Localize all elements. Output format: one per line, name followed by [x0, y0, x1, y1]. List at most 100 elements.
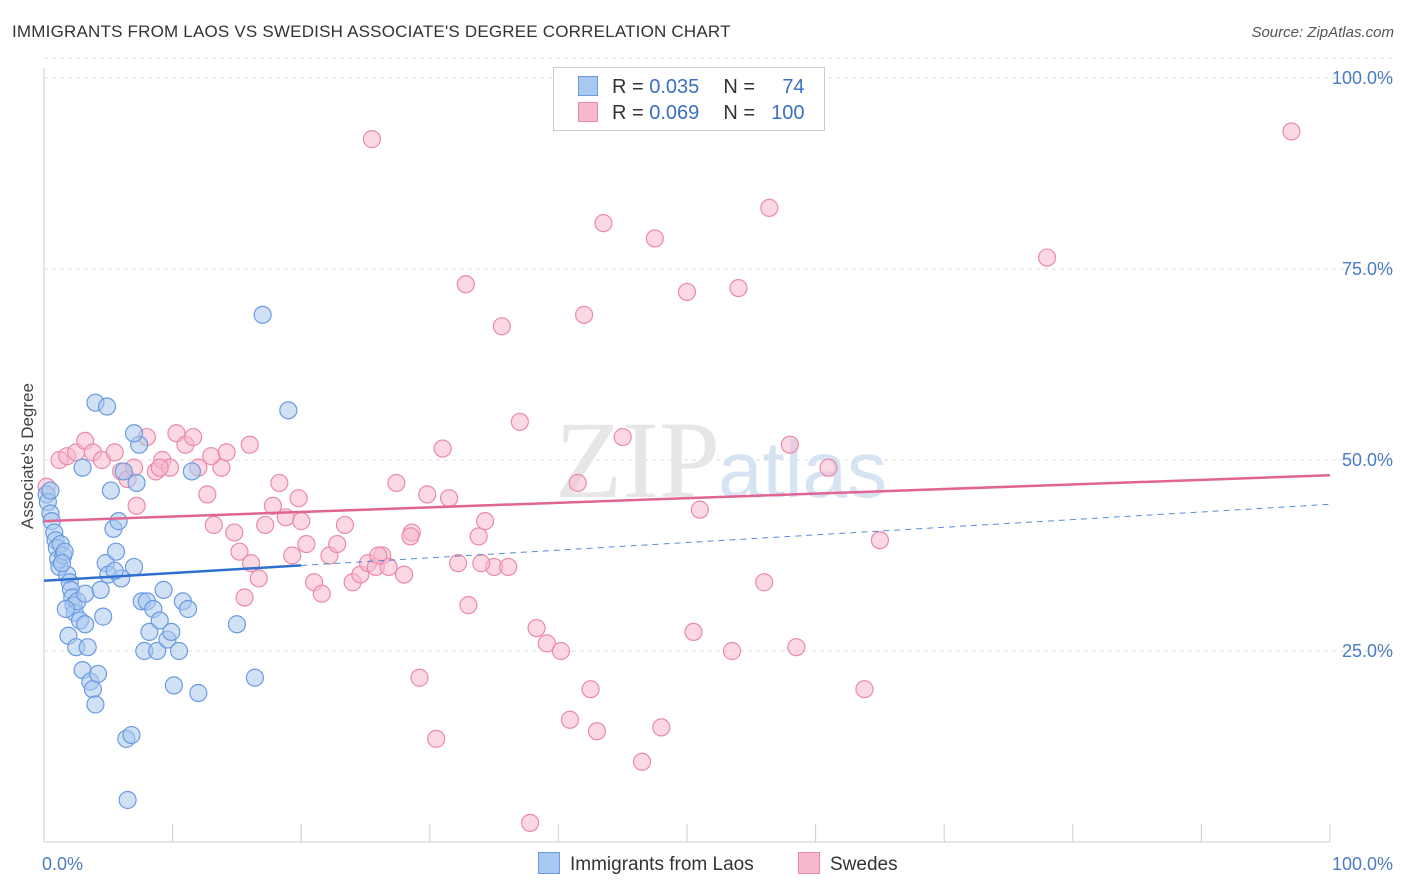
x-tick-label: 100.0%	[1332, 854, 1393, 874]
axes	[43, 68, 1331, 843]
point-laos	[178, 599, 198, 619]
bottom-legend-swatch-swedes	[798, 852, 820, 874]
trend-laos	[43, 564, 302, 582]
y-tick-label: 50.0%	[1342, 450, 1393, 470]
point-swedes	[410, 668, 429, 687]
point-laos	[88, 664, 108, 684]
point-swedes	[677, 282, 697, 302]
point-laos	[164, 676, 183, 695]
point-laos	[150, 611, 169, 630]
y-tick-label: 75.0%	[1342, 259, 1393, 279]
point-swedes	[684, 622, 703, 642]
point-swedes	[362, 130, 382, 149]
point-laos	[41, 481, 60, 500]
point-swedes	[819, 458, 838, 477]
legend-swatch-swedes	[578, 102, 598, 122]
point-laos	[189, 683, 208, 703]
source-label: Source: ZipAtlas.com	[1251, 24, 1394, 41]
point-swedes	[235, 588, 254, 607]
point-swedes	[270, 473, 289, 493]
tick-labels: 100.0% 75.0% 50.0% 25.0% 0.0% 100.0%	[42, 68, 1393, 874]
point-laos	[83, 680, 102, 699]
point-laos	[106, 542, 126, 561]
point-laos	[114, 462, 133, 481]
point-laos	[169, 641, 189, 661]
point-laos	[122, 725, 141, 745]
point-swedes	[202, 447, 221, 466]
point-swedes	[632, 752, 652, 771]
point-swedes	[492, 317, 511, 336]
point-swedes	[369, 546, 388, 565]
point-swedes	[418, 485, 437, 504]
point-swedes	[184, 427, 203, 447]
point-swedes	[1282, 122, 1301, 141]
point-swedes	[335, 515, 355, 535]
point-swedes	[510, 412, 529, 431]
point-laos	[94, 607, 113, 626]
legend-n-value: 74	[782, 76, 805, 98]
trend-laos-extension	[301, 503, 1331, 566]
point-swedes	[256, 515, 275, 535]
point-laos	[140, 622, 159, 642]
point-swedes	[283, 546, 302, 565]
point-swedes	[760, 198, 779, 217]
point-swedes	[787, 638, 806, 657]
point-swedes	[613, 427, 632, 447]
point-laos	[52, 554, 72, 573]
point-swedes	[722, 641, 742, 661]
point-swedes	[150, 458, 169, 477]
point-swedes	[575, 305, 594, 324]
bottom-legend-swedes: Swedes	[798, 852, 898, 876]
point-swedes	[499, 557, 518, 577]
trend-lines	[43, 474, 1331, 582]
point-swedes	[127, 496, 146, 515]
y-tick-label: 100.0%	[1332, 68, 1393, 88]
point-laos	[148, 641, 167, 661]
point-swedes	[755, 573, 774, 592]
point-laos	[76, 615, 95, 634]
x-tick-label: 0.0%	[42, 854, 83, 874]
point-swedes	[729, 279, 748, 298]
point-swedes	[587, 722, 607, 741]
legend-row-laos: R = 0.035 N = 74	[578, 76, 805, 102]
point-swedes	[427, 729, 446, 748]
point-swedes	[870, 531, 890, 550]
point-laos	[101, 481, 120, 500]
point-swedes	[855, 680, 874, 699]
point-swedes	[263, 496, 283, 515]
point-swedes	[521, 813, 540, 833]
point-laos	[124, 424, 144, 443]
point-swedes	[527, 618, 546, 638]
point-swedes	[105, 443, 124, 462]
point-laos	[253, 305, 272, 324]
point-swedes	[249, 569, 268, 588]
legend-r-label: R =	[612, 76, 650, 98]
point-laos	[86, 695, 105, 714]
legend-row-swedes: R = 0.069 N = 100	[578, 102, 805, 128]
correlation-legend: R = 0.035 N = 74 R = 0.069 N = 100	[553, 67, 825, 131]
bottom-legend-laos: Immigrants from Laos	[538, 852, 754, 876]
bottom-legend-swatch-laos	[538, 852, 560, 874]
point-swedes	[198, 485, 217, 504]
point-swedes	[475, 512, 495, 531]
point-swedes	[312, 584, 331, 603]
series-laos-points	[37, 305, 298, 810]
point-swedes	[1037, 248, 1057, 267]
legend-n-label: N =	[723, 102, 761, 124]
watermark-atlas: atlas	[718, 425, 887, 514]
point-laos	[56, 599, 75, 619]
legend-n-value: 100	[771, 102, 805, 124]
point-laos	[91, 580, 110, 599]
point-swedes	[537, 634, 556, 653]
point-swedes	[401, 527, 420, 546]
legend-n-label: N =	[723, 76, 761, 98]
legend-r-label: R =	[612, 102, 650, 124]
point-laos	[124, 557, 144, 577]
point-laos	[182, 462, 201, 481]
point-swedes	[780, 435, 799, 454]
point-laos	[78, 638, 97, 657]
point-swedes	[652, 718, 671, 737]
point-swedes	[394, 565, 414, 584]
point-laos	[227, 615, 246, 634]
point-swedes	[568, 473, 587, 493]
